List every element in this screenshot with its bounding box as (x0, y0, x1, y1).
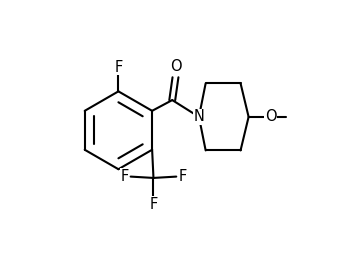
Text: O: O (265, 109, 277, 124)
Text: F: F (178, 169, 187, 184)
Text: O: O (170, 59, 181, 74)
Text: F: F (121, 169, 129, 184)
Text: F: F (149, 197, 158, 212)
Text: N: N (193, 109, 204, 124)
Text: F: F (114, 60, 123, 75)
